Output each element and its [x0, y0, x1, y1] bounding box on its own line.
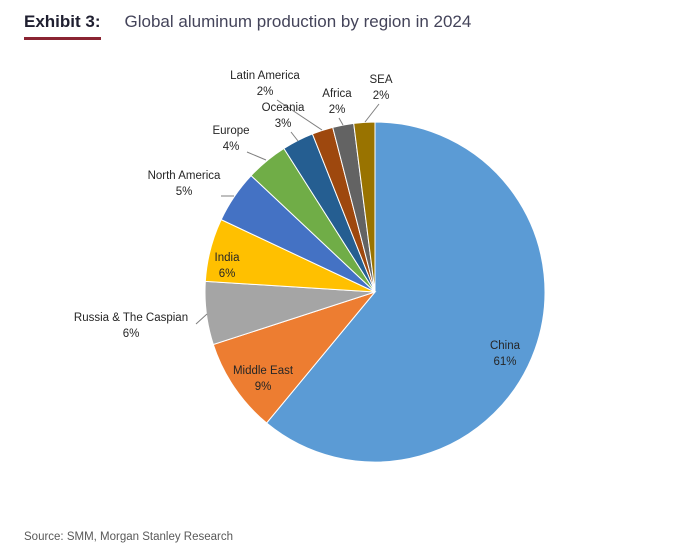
pie-slices-group — [204, 121, 546, 463]
pie-slice-middle-east — [212, 290, 377, 424]
chart-title: Global aluminum production by region in … — [124, 12, 472, 31]
slice-label-europe: Europe 4% — [212, 125, 249, 153]
slice-label-latin-america: Latin America 2% — [230, 70, 300, 98]
slice-label-oceania: Oceania 3% — [262, 102, 305, 130]
leader-lines-group — [195, 99, 380, 325]
slice-label-africa: Africa 2% — [322, 88, 352, 116]
slice-label-china: China 61% — [490, 340, 521, 368]
exhibit-number-label: Exhibit 3: — [24, 12, 101, 40]
leader-line-africa — [338, 117, 344, 126]
slice-label-russia-the-caspian: Russia & The Caspian 6% — [74, 312, 188, 340]
leader-line-sea — [364, 103, 380, 123]
exhibit-header: Exhibit 3: Global aluminum production by … — [24, 12, 471, 40]
leader-line-russia-the-caspian — [195, 313, 208, 325]
leader-line-oceania — [290, 131, 299, 142]
slice-label-sea: SEA 2% — [369, 74, 392, 102]
source-note: Source: SMM, Morgan Stanley Research — [24, 531, 234, 543]
pie-slice-sea — [353, 121, 376, 293]
slice-label-north-america: North America 5% — [148, 170, 221, 198]
slice-labels-group: China 61% Middle East 9% Russia & The Caspia… — [74, 70, 521, 393]
pie-slice-china — [265, 121, 546, 463]
leader-line-europe — [246, 151, 267, 161]
slice-label-india: India 6% — [215, 252, 241, 280]
leader-line-latin-america — [276, 99, 323, 131]
slice-label-middle-east: Middle East 9% — [233, 365, 294, 393]
